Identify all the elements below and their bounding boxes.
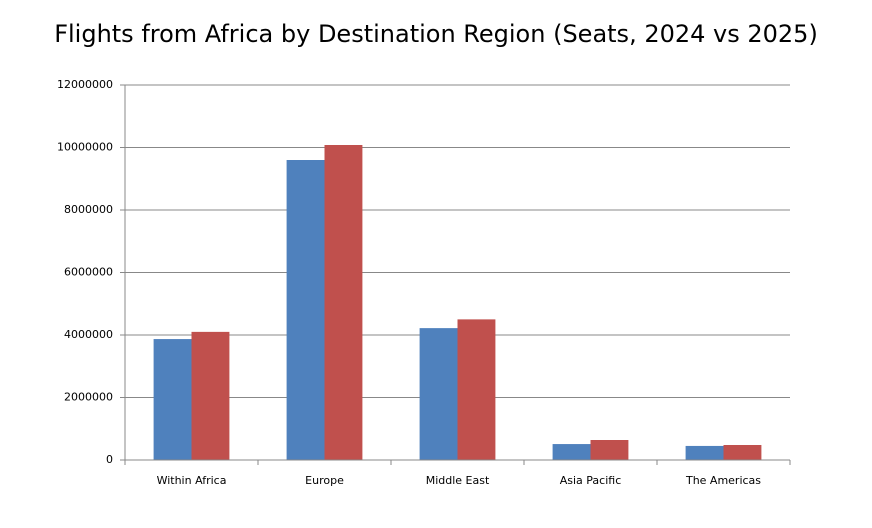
y-tick-label: 10000000 xyxy=(57,141,113,154)
y-tick-label: 0 xyxy=(106,453,113,466)
x-tick-label: Europe xyxy=(305,474,344,487)
y-tick-label: 2000000 xyxy=(64,391,113,404)
x-tick-label: Asia Pacific xyxy=(560,474,622,487)
bar xyxy=(590,440,629,460)
x-tick-label: Middle East xyxy=(426,474,490,487)
bar xyxy=(419,328,458,460)
x-tick-label: Within Africa xyxy=(157,474,227,487)
y-tick-label: 4000000 xyxy=(64,328,113,341)
chart-title: Flights from Africa by Destination Regio… xyxy=(54,20,818,48)
x-tick-label: The Americas xyxy=(685,474,761,487)
bar xyxy=(324,145,363,460)
y-tick-label: 12000000 xyxy=(57,78,113,91)
bar xyxy=(153,339,192,460)
bar xyxy=(685,445,724,460)
bar xyxy=(552,444,591,460)
y-tick-label: 6000000 xyxy=(64,266,113,279)
bar xyxy=(723,445,762,460)
bar xyxy=(191,331,230,460)
y-tick-label: 8000000 xyxy=(64,203,113,216)
bar xyxy=(457,319,496,460)
bar xyxy=(286,160,325,460)
